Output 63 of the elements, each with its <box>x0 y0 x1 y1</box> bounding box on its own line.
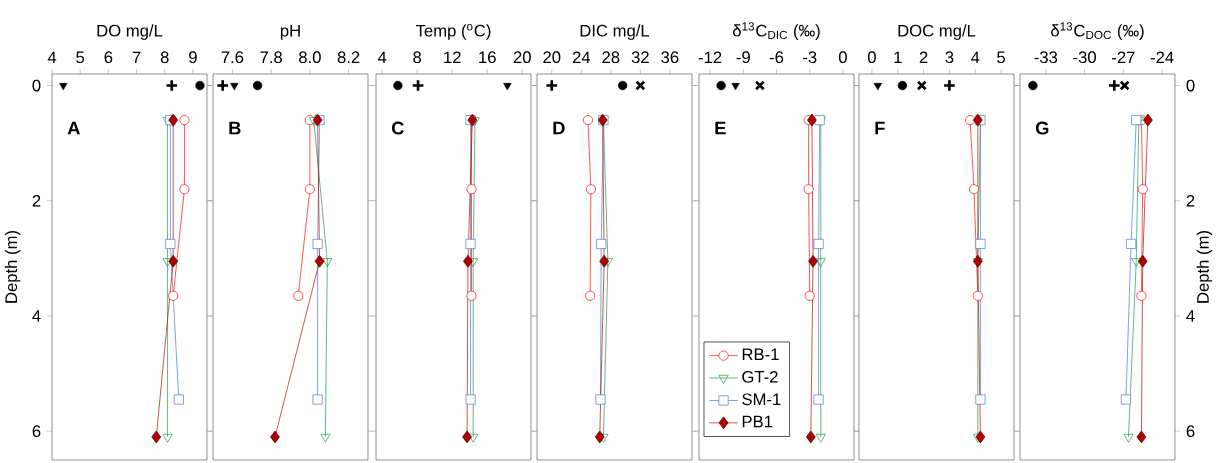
y-tick-label: 6 <box>32 425 41 438</box>
y-axis-title: Depth (m) <box>1196 231 1213 303</box>
x-axis-title: DIC mg/L <box>580 24 650 40</box>
x-tick-label: 5 <box>76 51 85 64</box>
legend-label: GT-2 <box>742 370 778 383</box>
x-axis-title: δ$^{13}$C$_{DOC}$ (‰) <box>1051 22 1144 40</box>
y-tick-label: 4 <box>32 310 41 322</box>
x-tick-label: -9 <box>736 51 750 64</box>
x-tick-label: 8.0 <box>299 51 321 64</box>
y-tick-label: 2 <box>32 194 41 207</box>
x-tick-label: -3 <box>803 51 817 64</box>
x-axis-title: Temp ($^{o}$C) <box>415 24 491 40</box>
x-tick-label: 16 <box>479 51 496 64</box>
x-tick-label: -12 <box>698 51 722 64</box>
x-tick-label: 20 <box>543 51 561 64</box>
x-tick-label: 24 <box>572 51 591 64</box>
x-tick-label: 6 <box>104 51 113 64</box>
x-tick-label: 0 <box>838 51 847 64</box>
annotation: B <box>229 121 241 135</box>
x-tick-label: 2 <box>919 51 928 64</box>
x-axis-title: DO mg/L <box>97 24 163 40</box>
x-axis-title: pH <box>280 24 300 40</box>
x-tick-label: 8 <box>413 51 422 64</box>
x-tick-label: 8.2 <box>337 51 360 64</box>
annotation: A <box>67 121 80 135</box>
x-tick-label: 12 <box>444 51 461 64</box>
x-tick-label: 36 <box>661 51 679 64</box>
x-tick-label: 32 <box>631 51 649 64</box>
x-axis-title: DOC mg/L <box>898 24 976 40</box>
annotation: F <box>875 121 885 135</box>
x-tick-label: 4 <box>47 51 57 64</box>
y-tick-label: 4 <box>1186 310 1195 322</box>
x-tick-label: 7.8 <box>260 51 282 64</box>
y-tick-label: 2 <box>1186 194 1195 207</box>
x-tick-label: 8 <box>160 51 169 64</box>
legend-label: PB1 <box>742 415 773 428</box>
y-tick-label: 0 <box>32 79 41 92</box>
x-tick-label: -24 <box>1150 51 1174 64</box>
x-tick-label: 0 <box>867 51 876 64</box>
legend-label: SM-1 <box>742 393 781 406</box>
annotation: C <box>391 121 404 135</box>
x-tick-label: -6 <box>769 51 784 64</box>
x-tick-label: -27 <box>1112 51 1135 64</box>
x-tick-label: 5 <box>997 51 1006 64</box>
x-tick-label: -30 <box>1073 51 1096 64</box>
legend-label: RB-1 <box>742 348 779 361</box>
annotation: D <box>553 121 565 135</box>
x-tick-label: 7 <box>132 51 141 64</box>
x-tick-label: 9 <box>189 51 197 64</box>
y-tick-label: 0 <box>1186 79 1195 92</box>
x-tick-label: 28 <box>602 51 620 64</box>
x-axis-title: δ$^{13}$C$_{DIC}$ (‰) <box>732 22 820 40</box>
x-tick-label: 7.6 <box>221 51 244 64</box>
x-tick-label: 20 <box>513 51 531 64</box>
annotation: E <box>715 121 726 135</box>
x-tick-label: 3 <box>945 51 954 64</box>
annotation: G <box>1035 121 1049 135</box>
x-tick-label: 4 <box>377 51 387 64</box>
y-tick-label: 6 <box>1186 425 1195 438</box>
x-tick-label: 1 <box>894 51 902 64</box>
x-tick-label: -33 <box>1034 51 1058 64</box>
y-axis-title: Depth (m) <box>4 231 21 303</box>
x-tick-label: 4 <box>971 51 980 64</box>
